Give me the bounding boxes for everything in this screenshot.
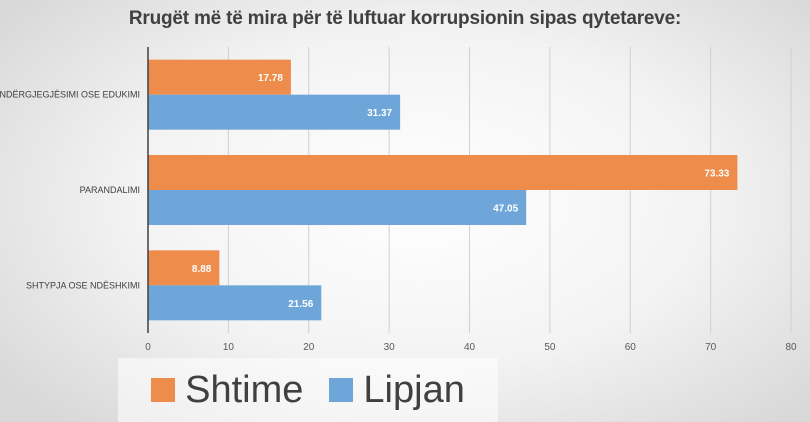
legend: Shtime Lipjan <box>118 358 498 422</box>
x-tick-label: 30 <box>384 342 396 353</box>
x-tick-label: 80 <box>785 342 797 353</box>
x-tick-label: 40 <box>464 342 476 353</box>
data-label: 21.56 <box>288 299 313 310</box>
legend-item-shtime: Shtime <box>151 369 303 412</box>
legend-swatch <box>151 378 176 402</box>
legend-item-lipjan: Lipjan <box>329 368 465 412</box>
x-tick-label: 70 <box>705 342 717 353</box>
bar-lipjan <box>148 94 401 130</box>
data-label: 8.88 <box>192 264 212 275</box>
data-label: 73.33 <box>704 169 729 180</box>
bar-chart: 0 10 20 30 40 50 60 70 80 NDËRGJEGJËSIMI OSE EDUK… <box>0 47 797 353</box>
category-label: NDËRGJEGJËSIMI OSE EDUKIMI <box>0 90 140 100</box>
x-tick-label: 10 <box>223 342 235 353</box>
x-tick-label: 50 <box>544 342 556 353</box>
bar-shtime <box>148 250 220 286</box>
category-label: SHTYPJA OSE NDËSHKIMI <box>26 280 140 290</box>
legend-label: Shtime <box>185 368 304 411</box>
bar-lipjan <box>148 285 322 321</box>
x-tick-label: 0 <box>145 342 151 353</box>
bar-lipjan <box>148 190 527 225</box>
bar-shtime <box>148 155 738 190</box>
legend-label: Lipjan <box>363 368 465 411</box>
category-label: PARANDALIMI <box>80 185 140 195</box>
bar-shtime <box>148 59 291 95</box>
x-tick-label: 20 <box>303 342 315 353</box>
data-label: 31.37 <box>367 108 392 119</box>
data-label: 17.78 <box>258 73 283 84</box>
x-tick-label: 60 <box>625 342 637 353</box>
legend-swatch <box>329 378 354 402</box>
chart-title: Rrugët më të mira për të luftuar korrups… <box>128 8 682 29</box>
data-label: 47.05 <box>493 204 518 215</box>
